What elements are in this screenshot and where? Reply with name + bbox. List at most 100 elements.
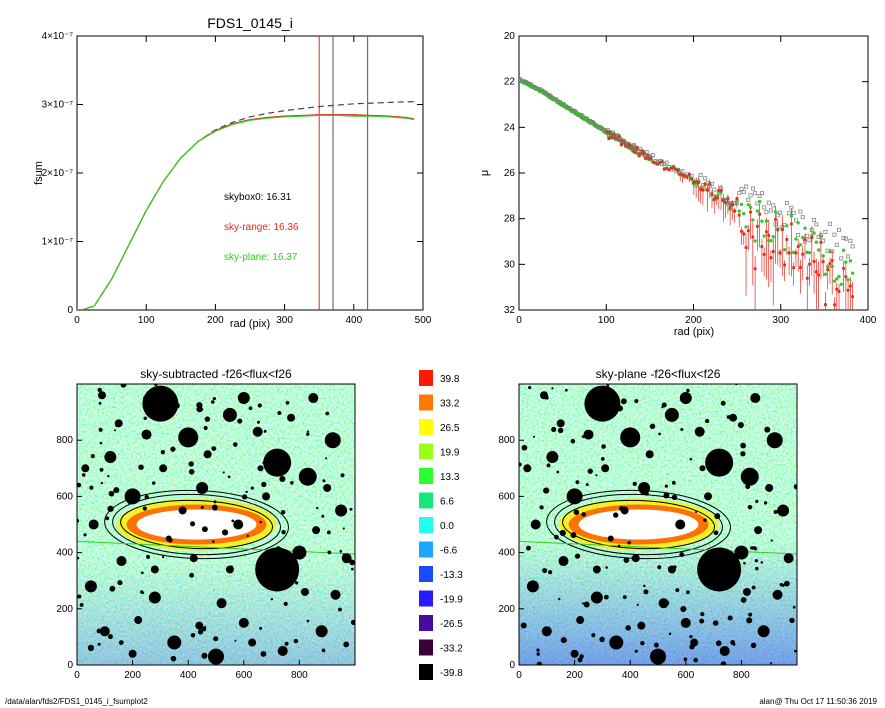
masked-source <box>605 566 608 569</box>
masked-source <box>182 433 188 439</box>
red-point <box>660 160 664 164</box>
green-point <box>771 235 775 239</box>
panel-sky-plane: sky-plane -f26<flux<f26 0 200 400 600 800 0 2… <box>498 367 798 681</box>
masked-source <box>536 648 540 652</box>
masked-source <box>275 546 282 553</box>
red-point <box>717 189 721 192</box>
panel-sky-subtracted-x-ticks: 0 200 400 600 800 <box>74 660 308 681</box>
red-point <box>794 251 798 255</box>
red-point <box>690 177 693 181</box>
masked-source <box>189 572 195 578</box>
masked-source <box>196 481 209 494</box>
masked-source <box>107 474 110 478</box>
masked-source <box>557 427 564 434</box>
masked-source <box>715 640 722 647</box>
masked-source <box>144 494 149 500</box>
masked-source <box>689 634 693 639</box>
red-point <box>676 168 680 172</box>
masked-source <box>281 530 286 535</box>
masked-source <box>77 518 80 523</box>
masked-source <box>740 467 759 486</box>
masked-source <box>89 485 94 490</box>
annotation-skybox0: skybox0: 16.31 <box>224 192 292 203</box>
galaxy-core <box>578 509 699 540</box>
masked-source <box>270 598 274 601</box>
masked-source <box>713 530 719 536</box>
x-tick-label: 800 <box>733 670 750 681</box>
masked-source <box>188 468 195 475</box>
red-point <box>749 210 752 214</box>
red-point <box>636 152 640 156</box>
masked-source <box>81 473 86 477</box>
masked-source <box>300 587 309 596</box>
masked-source <box>339 550 343 553</box>
masked-source <box>178 427 199 448</box>
grey-point <box>843 236 848 241</box>
masked-source <box>197 487 202 493</box>
colorbar-label: -6.6 <box>440 546 458 557</box>
masked-source <box>120 384 127 388</box>
masked-source <box>321 648 326 653</box>
grey-point <box>850 244 855 249</box>
masked-source <box>351 567 354 571</box>
green-point <box>789 214 794 218</box>
masked-source <box>325 411 330 416</box>
masked-source <box>779 583 784 587</box>
masked-source <box>607 535 614 542</box>
masked-source <box>667 415 671 418</box>
masked-source <box>140 590 144 594</box>
masked-source <box>245 490 248 494</box>
footer-path: /data/alan/fds2/FDS1_0145_i_fsumplot2 <box>5 697 148 706</box>
masked-source <box>99 626 110 637</box>
red-point <box>635 146 639 150</box>
masked-source <box>146 554 150 559</box>
masked-source <box>679 552 685 557</box>
masked-source <box>576 616 585 625</box>
x-tick-label: 100 <box>138 315 155 326</box>
y-tick-label: 400 <box>498 548 515 559</box>
masked-source <box>293 638 299 644</box>
red-point <box>674 167 678 171</box>
masked-source <box>599 636 605 643</box>
masked-source <box>600 457 605 461</box>
masked-source <box>265 581 268 584</box>
grey-point <box>773 222 778 227</box>
green-point <box>837 274 841 279</box>
colorbar-swatch <box>419 639 433 656</box>
grey-point <box>728 201 733 206</box>
masked-source <box>282 561 287 567</box>
masked-source <box>210 400 215 404</box>
masked-source <box>142 396 147 401</box>
red-point <box>715 196 718 200</box>
masked-source <box>559 529 566 537</box>
red-point <box>639 151 643 155</box>
masked-source <box>109 585 116 592</box>
masked-source <box>113 429 116 432</box>
x-tick-label: 0 <box>74 315 80 326</box>
red-point <box>726 197 730 201</box>
colorbar-label: 13.3 <box>440 472 460 483</box>
colorbar-label: -13.3 <box>440 570 463 581</box>
isophote-ellipse <box>554 493 723 556</box>
masked-source <box>211 446 217 451</box>
red-point <box>835 287 839 291</box>
masked-source <box>343 641 350 648</box>
red-point <box>789 222 793 226</box>
masked-source <box>583 429 594 440</box>
masked-source <box>255 547 300 592</box>
red-point <box>837 290 841 293</box>
grey-point <box>798 209 803 214</box>
grey-point <box>769 208 773 213</box>
masked-source <box>77 594 82 599</box>
grey-point <box>828 221 832 226</box>
colorbar-label: -19.9 <box>440 595 463 606</box>
green-point <box>832 279 837 283</box>
masked-source <box>631 554 640 563</box>
masked-source <box>283 601 288 606</box>
red-point <box>819 241 823 244</box>
grey-point <box>755 201 760 206</box>
masked-source <box>325 457 328 460</box>
green-point <box>748 205 753 210</box>
masked-source <box>700 612 705 617</box>
